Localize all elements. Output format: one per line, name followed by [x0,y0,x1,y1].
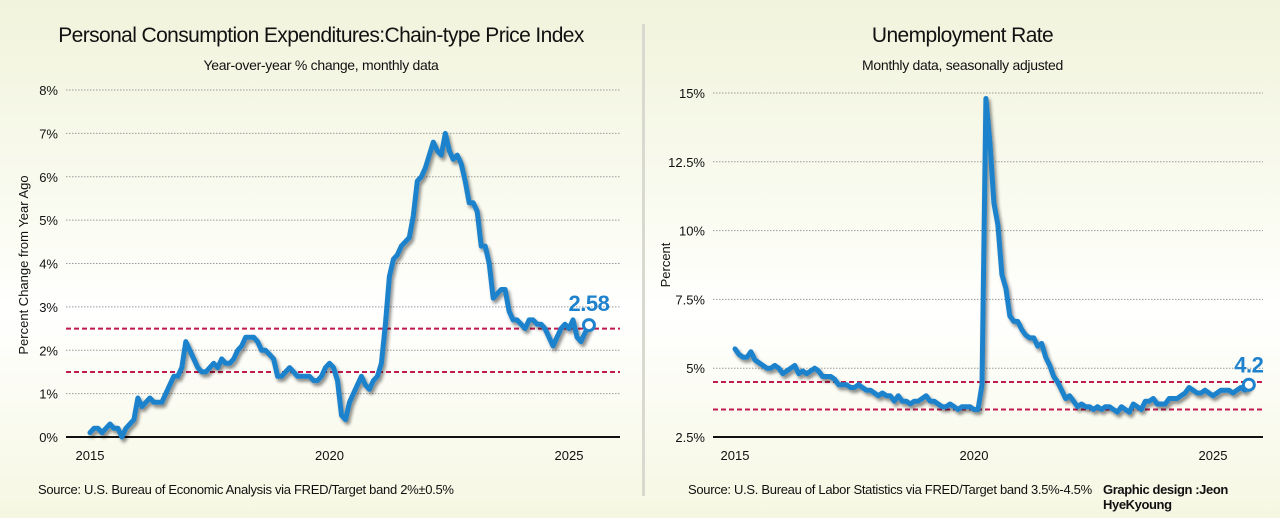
x-tick-label: 2025 [555,448,584,463]
pce-chart-panel: Personal Consumption Expenditures:Chain-… [16,24,620,497]
y-tick-label: 8% [39,83,58,98]
y-tick-label: 5% [39,213,58,228]
y-tick-label: 1% [39,387,58,402]
pce-line-chart: 0% 1% 2% 3% 4% 5% 6% 7% 8% 2015 2020 2025 Percent Ch… [16,83,620,463]
y-tick-label: 10% [679,224,705,239]
x-tick-label: 2015 [76,448,105,463]
y-tick-label: 7% [39,126,58,141]
chart-title: Personal Consumption Expenditures:Chain-… [58,24,584,47]
y-axis-label: Percent Change from Year Ago [16,175,31,354]
end-point-marker [581,318,596,333]
y-tick-label: 6% [39,170,58,185]
x-tick-label: 2020 [315,448,344,463]
chart-title: Unemployment Rate [871,24,1054,47]
x-tick-label: 2025 [1199,448,1228,463]
y-tick-label: 2% [39,343,58,358]
y-tick-label: 15% [679,86,705,101]
chart-subtitle: Year-over-year % change, monthly data [203,57,439,73]
y-tick-label: 5% [686,361,705,376]
x-tick-label: 2020 [960,448,989,463]
y-tick-label: 7.5% [675,292,705,307]
unemployment-line-chart: 2.5% 5% 7.5% 10% 12.5% 15% 2015 2020 2025 Percent… [658,86,1264,463]
x-tick-label: 2015 [721,448,750,463]
y-tick-label: 0% [39,430,58,445]
y-tick-label: 12.5% [668,155,705,170]
end-point-marker [1241,377,1256,392]
chart-source: Source: U.S. Bureau of Economic Analysis… [38,482,454,497]
end-value-label: 2.58 [569,291,610,316]
y-tick-label: 4% [39,257,58,272]
unemployment-chart-panel: Unemployment Rate Monthly data, seasonal… [645,0,1280,518]
chart-subtitle: Monthly data, seasonally adjusted [861,57,1063,73]
series-line [87,130,592,440]
y-tick-label: 3% [39,300,58,315]
panel-divider [642,24,645,496]
y-axis-label: Percent [658,242,673,287]
design-credit: Graphic design :Jeon HyeKyoung [1103,482,1228,512]
series-line [732,96,1252,415]
chart-source: Source: U.S. Bureau of Labor Statistics … [688,482,1092,497]
y-tick-label: 2.5% [675,430,705,445]
end-value-label: 4.2 [1234,353,1263,378]
